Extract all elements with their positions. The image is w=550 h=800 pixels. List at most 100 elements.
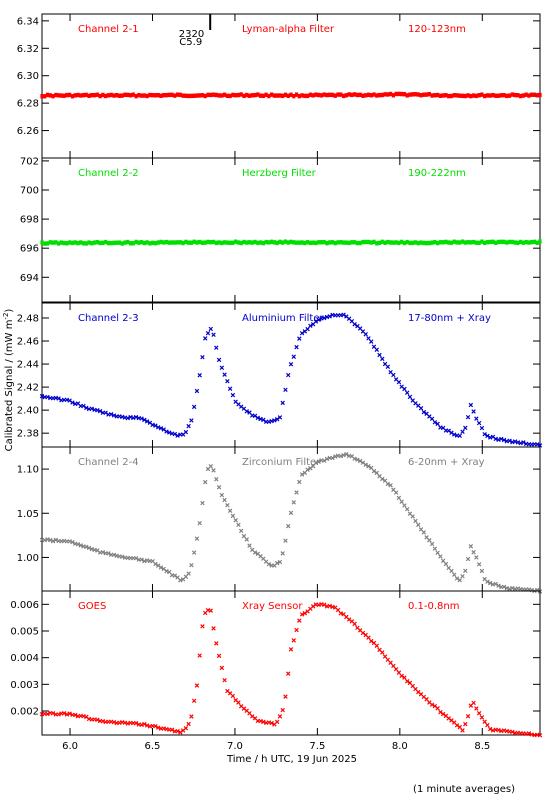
y-tick-label: 2.44 bbox=[17, 360, 39, 371]
data-point bbox=[299, 330, 305, 336]
data-point bbox=[338, 611, 344, 616]
data-point bbox=[488, 93, 492, 98]
data-point bbox=[341, 452, 346, 458]
data-point bbox=[126, 239, 130, 245]
series-points bbox=[39, 451, 543, 594]
data-point bbox=[159, 93, 163, 99]
data-point bbox=[366, 336, 371, 341]
y-tick-label: 702 bbox=[20, 156, 39, 167]
data-point bbox=[158, 426, 164, 431]
data-point bbox=[352, 322, 357, 327]
data-point bbox=[145, 240, 149, 245]
data-point bbox=[476, 711, 482, 716]
data-point bbox=[288, 510, 294, 516]
data-point bbox=[148, 241, 152, 246]
data-point bbox=[274, 560, 280, 566]
data-point bbox=[485, 579, 490, 584]
data-point bbox=[344, 451, 349, 457]
data-point bbox=[306, 93, 310, 99]
data-point bbox=[327, 603, 332, 609]
data-point bbox=[187, 240, 191, 245]
data-point bbox=[286, 523, 291, 529]
data-point bbox=[236, 240, 241, 245]
data-point bbox=[45, 711, 50, 717]
panel-filter-label: Lyman-alpha Filter bbox=[242, 24, 335, 35]
x-tick-label: 8.5 bbox=[474, 741, 490, 752]
data-point bbox=[120, 241, 124, 246]
data-point bbox=[84, 92, 88, 98]
data-point bbox=[173, 240, 177, 245]
data-point bbox=[483, 240, 487, 246]
data-point bbox=[341, 240, 346, 245]
data-point bbox=[142, 417, 147, 423]
data-point bbox=[153, 723, 158, 729]
data-point bbox=[394, 91, 398, 97]
data-point bbox=[133, 555, 139, 561]
data-point bbox=[485, 722, 490, 728]
data-point bbox=[499, 239, 503, 245]
data-point bbox=[245, 92, 249, 98]
data-point bbox=[73, 240, 77, 245]
data-point bbox=[45, 92, 50, 98]
data-point bbox=[67, 711, 72, 716]
data-point bbox=[413, 92, 418, 97]
data-point bbox=[421, 530, 427, 535]
data-point bbox=[288, 362, 294, 367]
data-point bbox=[56, 396, 61, 401]
y-tick-label: 6.32 bbox=[17, 44, 39, 55]
data-point bbox=[452, 572, 457, 577]
data-point bbox=[408, 92, 412, 97]
data-point bbox=[404, 679, 410, 684]
data-point bbox=[261, 93, 265, 99]
data-point bbox=[408, 240, 412, 246]
data-point bbox=[294, 240, 299, 245]
data-point bbox=[112, 93, 116, 98]
data-point bbox=[530, 92, 534, 97]
data-point bbox=[57, 93, 61, 98]
panel-filter-label: Xray Sensor bbox=[242, 601, 303, 612]
data-point bbox=[383, 240, 387, 245]
data-point bbox=[330, 240, 335, 245]
data-point bbox=[261, 417, 266, 423]
data-point bbox=[144, 723, 150, 728]
data-point bbox=[297, 618, 302, 623]
data-point bbox=[214, 92, 218, 98]
data-point bbox=[466, 93, 470, 98]
data-point bbox=[230, 693, 236, 699]
data-point bbox=[457, 433, 462, 439]
data-point bbox=[339, 240, 343, 245]
data-point bbox=[170, 240, 174, 245]
data-point bbox=[430, 240, 434, 245]
data-point bbox=[125, 415, 130, 421]
data-point bbox=[289, 92, 293, 97]
data-point bbox=[460, 429, 465, 434]
data-point bbox=[438, 93, 442, 98]
data-point bbox=[128, 241, 133, 246]
data-point bbox=[324, 456, 330, 462]
data-point bbox=[211, 239, 216, 245]
data-point bbox=[214, 345, 219, 350]
data-point bbox=[447, 240, 451, 245]
data-point bbox=[460, 573, 465, 579]
data-point bbox=[189, 714, 194, 719]
y-tick-label: 2.48 bbox=[17, 313, 39, 324]
y-tick-label: 694 bbox=[20, 273, 39, 284]
data-point bbox=[479, 715, 485, 720]
data-point bbox=[275, 240, 279, 246]
data-point bbox=[454, 723, 460, 728]
data-point bbox=[115, 93, 119, 98]
data-point bbox=[507, 438, 512, 443]
x-tick-label: 6.0 bbox=[62, 741, 78, 752]
data-point bbox=[286, 240, 290, 245]
data-point bbox=[203, 240, 207, 245]
data-point bbox=[513, 92, 517, 98]
data-point bbox=[294, 92, 299, 97]
data-point bbox=[452, 93, 456, 98]
panel-filter-label: Herzberg Filter bbox=[242, 168, 317, 179]
data-point bbox=[458, 93, 462, 98]
data-point bbox=[355, 92, 359, 98]
data-point bbox=[369, 93, 373, 98]
data-point bbox=[371, 468, 377, 474]
data-point bbox=[84, 544, 89, 550]
